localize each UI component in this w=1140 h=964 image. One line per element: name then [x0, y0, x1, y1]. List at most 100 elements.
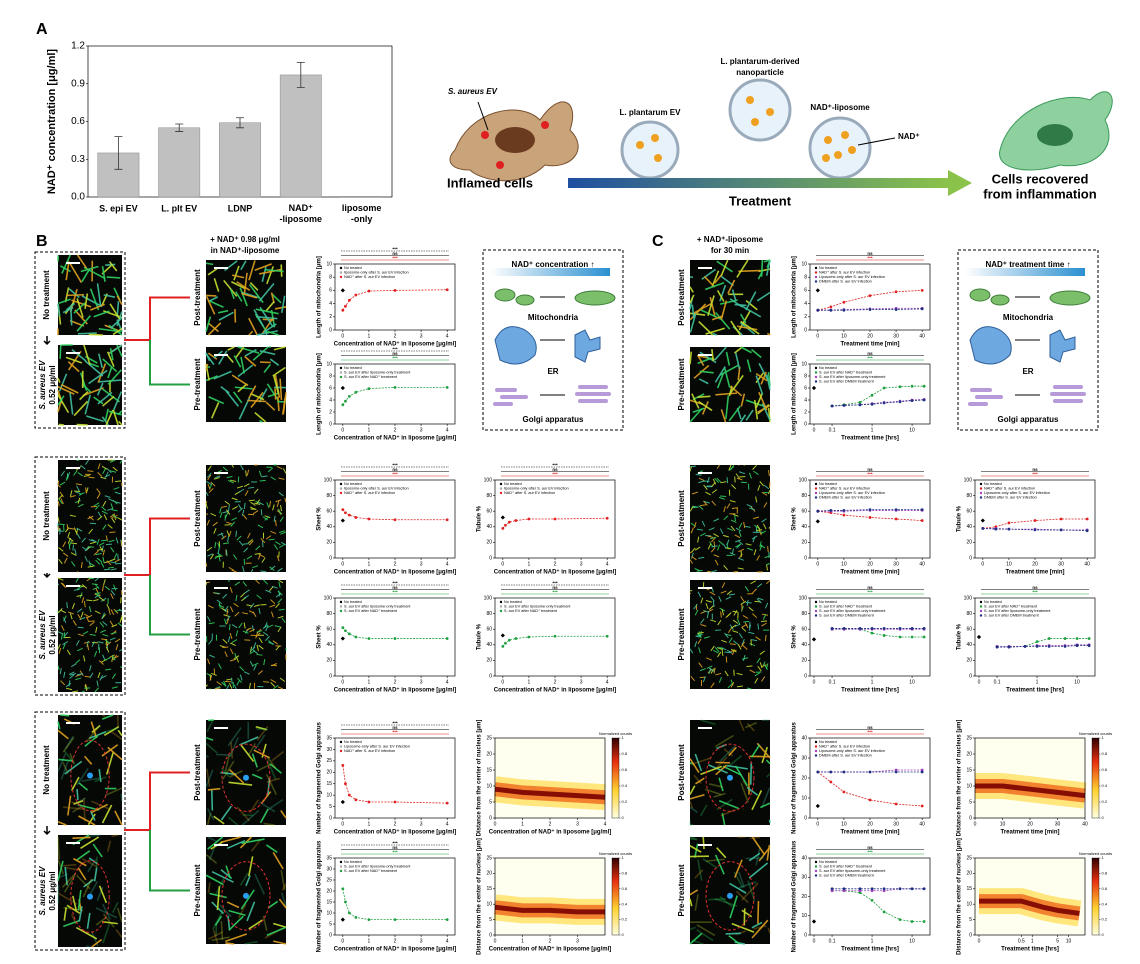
- structure: [205, 352, 211, 362]
- y-tick-label: 20: [326, 770, 332, 776]
- structure: [689, 407, 703, 423]
- structure: [249, 650, 256, 655]
- point: [1087, 637, 1091, 640]
- sig-label: ***: [552, 472, 558, 477]
- point: [527, 517, 531, 521]
- vesicle: [808, 116, 872, 180]
- arrow: [43, 336, 51, 346]
- structure: [207, 268, 218, 276]
- structure: [220, 836, 242, 844]
- structure: [221, 505, 228, 508]
- structure: [110, 609, 115, 616]
- point: [868, 798, 872, 802]
- point: [367, 918, 371, 921]
- structure: [59, 481, 66, 486]
- structure: [57, 858, 65, 875]
- structure: [205, 769, 214, 788]
- structure: [694, 869, 704, 879]
- structure: [755, 373, 768, 382]
- structure: [699, 668, 706, 672]
- structure: [693, 302, 712, 314]
- structure: [719, 745, 736, 762]
- structure: [753, 470, 759, 475]
- point: [1063, 644, 1067, 648]
- y-tick-label: 0: [489, 555, 492, 561]
- micrograph-bg: [690, 347, 770, 422]
- point: [868, 516, 872, 519]
- structure: [263, 659, 266, 666]
- structure: [205, 736, 214, 741]
- structure: [62, 736, 75, 753]
- structure: [707, 535, 714, 538]
- point: [445, 288, 449, 292]
- heat-ridge: [979, 898, 1080, 916]
- structure: [112, 584, 117, 591]
- legend-label: NAD⁺ after S. aur EV infection: [819, 745, 870, 749]
- structure: [75, 674, 82, 678]
- structure: [261, 557, 266, 563]
- structure: [76, 315, 92, 332]
- structure: [93, 550, 99, 556]
- structure: [723, 506, 726, 513]
- structure: [740, 304, 762, 318]
- x-tick-label: 10: [909, 427, 915, 433]
- y-tick-label: 10: [966, 902, 972, 908]
- structure: [63, 907, 67, 921]
- legend-marker: [339, 740, 343, 744]
- structure: [102, 388, 121, 403]
- structure: [73, 400, 89, 417]
- point: [1023, 644, 1027, 648]
- structure: [75, 577, 79, 583]
- legend-marker: [814, 375, 818, 379]
- structure: [208, 639, 213, 645]
- structure: [278, 579, 284, 584]
- structure: [92, 586, 99, 591]
- structure: [111, 624, 118, 628]
- structure: [84, 360, 104, 377]
- structure: [95, 559, 101, 565]
- structure: [713, 792, 726, 798]
- structure: [219, 511, 223, 518]
- series-line: [342, 765, 448, 804]
- structure: [753, 549, 757, 556]
- structure: [69, 613, 73, 620]
- structure: [101, 510, 108, 515]
- x-axis-label: Treatment time [hrs]: [1006, 688, 1064, 694]
- structure: [719, 528, 724, 535]
- structure: [239, 736, 259, 746]
- y-tick-label: 25: [486, 735, 492, 741]
- structure: [78, 492, 85, 496]
- structure: [60, 714, 70, 717]
- legend-label: S. aur EV after liposome-only treatment: [344, 605, 411, 609]
- structure: [710, 645, 715, 652]
- legend-label: S. aur EV after NAD⁺ treatment: [819, 865, 873, 869]
- structure: [742, 614, 749, 619]
- micrograph: [689, 259, 771, 336]
- y-tick-label: 20: [326, 658, 332, 664]
- structure: [726, 612, 732, 618]
- structure: [68, 537, 74, 542]
- y-tick-label: 5: [489, 799, 492, 805]
- x-axis-label: Treatment time [min]: [1000, 830, 1059, 836]
- y-tick-label: 15: [486, 767, 492, 773]
- structure: [751, 639, 758, 642]
- legend-label: S. aur EV after NAD⁺ treatment: [344, 375, 398, 379]
- sig-label: ***: [392, 841, 398, 846]
- structure: [83, 655, 86, 662]
- structure: [275, 520, 277, 527]
- legend-marker: [339, 491, 343, 495]
- structure: [714, 897, 738, 907]
- structure: [72, 805, 82, 813]
- row-label: Post-treatment: [193, 744, 202, 801]
- sig-label: ***: [552, 463, 558, 468]
- y-tick-label: 20: [326, 888, 332, 894]
- structure: [225, 865, 232, 879]
- structure: [229, 648, 234, 655]
- structure: [81, 295, 103, 308]
- x-tick-label: 4: [446, 821, 449, 827]
- structure: [110, 561, 117, 564]
- x-axis-label: Concentration of NAD⁺ in liposome [μg/ml…: [494, 569, 617, 576]
- point: [354, 916, 358, 919]
- structure: [57, 821, 67, 826]
- structure: [247, 532, 251, 539]
